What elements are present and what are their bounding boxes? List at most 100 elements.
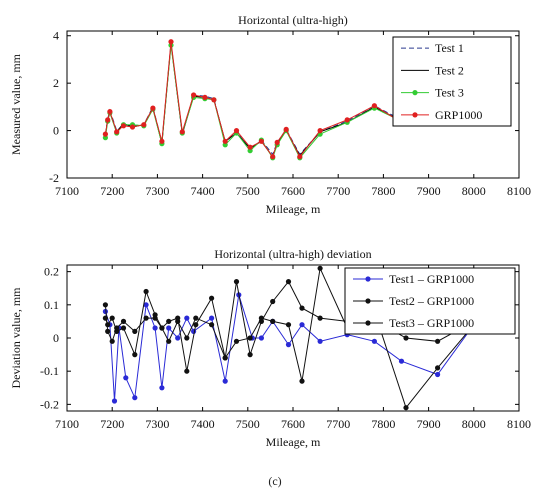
x-axis-label: Mileage, m (266, 202, 321, 216)
data-point (166, 325, 172, 331)
y-tick-label: 4 (53, 29, 59, 43)
x-tick-label: 7100 (55, 417, 79, 431)
x-tick-label: 7200 (100, 417, 124, 431)
data-point (111, 398, 118, 404)
chart-title: Horizontal (ultra-high) (238, 13, 348, 27)
data-point (299, 305, 305, 311)
x-tick-label: 7800 (371, 184, 395, 198)
data-point (285, 322, 292, 328)
data-point (191, 92, 197, 98)
data-point (175, 315, 181, 321)
data-point (168, 39, 174, 45)
data-point (247, 352, 253, 358)
data-point (274, 139, 280, 145)
data-point (403, 335, 409, 341)
legend-label: Test 1 (435, 41, 464, 55)
legend: Test1 – GRP1000 Test2 – GRP1000 Test3 – GR… (344, 267, 516, 335)
x-tick-label: 7900 (417, 184, 441, 198)
data-point (258, 315, 264, 321)
data-point (193, 322, 199, 328)
data-point (403, 405, 409, 411)
data-point (159, 385, 165, 391)
y-tick-label: 0.2 (44, 265, 59, 279)
data-point (193, 315, 199, 321)
data-point (317, 315, 323, 321)
data-point (285, 342, 292, 348)
data-point (258, 335, 264, 341)
y-axis-label: Deviation value, mm (9, 287, 23, 389)
y-tick-label: 2 (53, 76, 59, 90)
data-point (270, 298, 276, 305)
data-point (114, 129, 120, 135)
data-point (222, 378, 228, 384)
data-point (102, 315, 108, 321)
x-tick-label: 7900 (417, 417, 441, 431)
data-point (129, 124, 136, 130)
x-tick-label: 8100 (507, 417, 531, 431)
data-point (209, 315, 215, 321)
y-tick-label: 0.1 (44, 298, 59, 312)
data-point (109, 338, 115, 344)
data-point (299, 378, 305, 384)
y-tick-label: -0.1 (40, 364, 59, 378)
data-point (233, 338, 240, 344)
data-point (179, 129, 185, 135)
data-point (435, 365, 441, 371)
data-point (143, 288, 149, 295)
data-point (132, 328, 138, 334)
legend-box (392, 36, 512, 127)
data-point (285, 279, 292, 285)
data-point (211, 97, 217, 103)
data-point (109, 315, 115, 321)
data-point (143, 315, 149, 321)
data-point (209, 295, 215, 301)
data-point (435, 338, 441, 344)
chart-title: Horizontal (ultra-high) deviation (214, 247, 371, 261)
data-point (344, 117, 350, 123)
x-tick-label: 8000 (462, 184, 486, 198)
legend-label: Test2 – GRP1000 (389, 294, 474, 308)
chart-1: Horizontal (ultra-high) 7100 7200 7300 7400 7… (9, 13, 531, 216)
y-axis-label: Measured value, mm (9, 53, 23, 155)
y-tick-label: 0 (53, 124, 59, 138)
data-point (209, 322, 215, 328)
data-point (166, 318, 172, 324)
legend-marker (412, 112, 418, 118)
data-point (102, 131, 108, 137)
data-point (317, 128, 323, 134)
data-point (317, 338, 323, 344)
data-point (107, 109, 113, 115)
x-tick-label: 7300 (145, 184, 169, 198)
data-point (184, 335, 190, 341)
data-point (371, 103, 377, 109)
legend-label: Test3 – GRP1000 (389, 316, 474, 330)
x-tick-label: 7700 (326, 184, 350, 198)
data-point (159, 325, 165, 331)
data-point (175, 335, 181, 341)
legend-marker (412, 90, 418, 96)
data-point (184, 315, 190, 321)
data-point (123, 375, 129, 381)
x-tick-label: 7700 (326, 417, 350, 431)
legend-marker (365, 298, 371, 304)
data-point (270, 318, 276, 324)
data-point (159, 138, 165, 144)
y-tick-label: -2 (49, 171, 59, 185)
legend-marker (365, 320, 371, 326)
data-point (132, 352, 138, 358)
data-point (202, 94, 208, 100)
data-point (191, 328, 197, 334)
legend-label: Test 3 (435, 86, 464, 100)
data-point (105, 328, 111, 334)
data-point (233, 279, 240, 285)
x-tick-label: 7400 (191, 417, 215, 431)
data-point (102, 308, 108, 315)
data-point (120, 325, 127, 331)
x-tick-label: 7300 (145, 417, 169, 431)
legend-label: Test 2 (435, 63, 464, 77)
data-point (222, 138, 228, 144)
x-tick-label: 7500 (236, 184, 260, 198)
data-point (102, 302, 108, 308)
x-tick-label: 8000 (462, 417, 486, 431)
